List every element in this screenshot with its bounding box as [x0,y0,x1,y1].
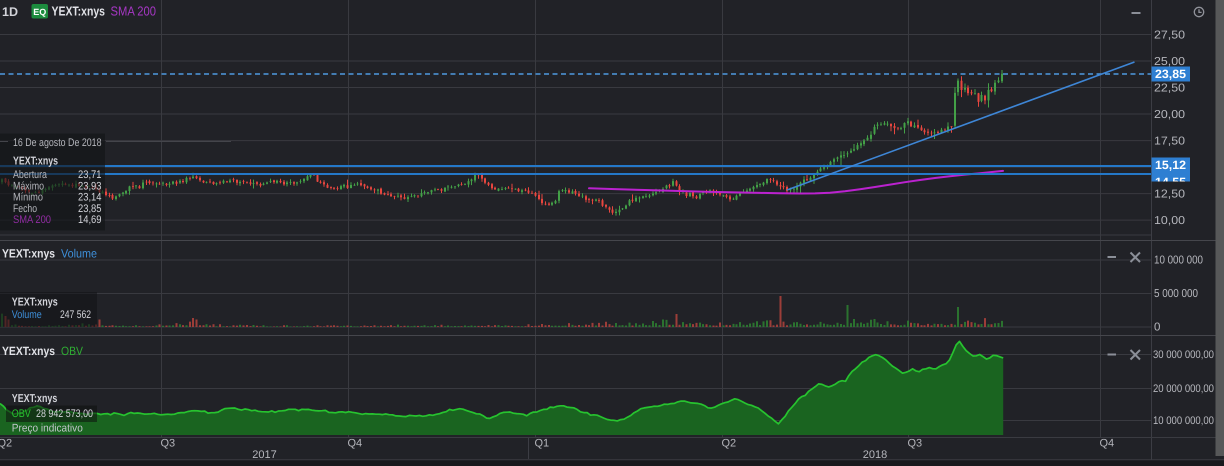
svg-text:EQ: EQ [33,7,46,17]
svg-text:Q3: Q3 [161,438,176,450]
svg-text:23,85: 23,85 [1155,67,1186,81]
svg-text:Volume: Volume [61,247,97,261]
svg-text:15,12: 15,12 [1155,158,1186,172]
svg-text:14,55: 14,55 [1155,175,1186,189]
svg-text:Máximo: Máximo [13,180,44,192]
svg-text:OBV: OBV [12,408,32,420]
svg-text:23,14: 23,14 [78,192,102,204]
svg-text:22,50: 22,50 [1154,83,1185,95]
svg-text:20 000 000,00: 20 000 000,00 [1153,383,1214,395]
svg-text:YEXT:xnys: YEXT:xnys [52,4,106,19]
svg-text:23,71: 23,71 [78,169,102,181]
svg-text:10 000 000: 10 000 000 [1154,255,1203,267]
svg-text:2018: 2018 [863,449,887,461]
svg-text:23,85: 23,85 [78,203,102,215]
svg-text:5 000 000: 5 000 000 [1154,288,1198,300]
svg-text:23,93: 23,93 [78,180,102,192]
svg-text:Abertura: Abertura [13,169,48,181]
svg-text:YEXT:xnys: YEXT:xnys [13,156,58,168]
svg-text:SMA 200: SMA 200 [13,214,51,226]
svg-text:Fecho: Fecho [13,203,37,215]
svg-text:30 000 000,00: 30 000 000,00 [1153,349,1214,361]
svg-text:Q4: Q4 [348,438,363,450]
svg-text:Volume: Volume [12,309,42,321]
svg-text:25,00: 25,00 [1154,56,1185,68]
svg-text:Mínimo: Mínimo [13,192,43,204]
svg-text:1D: 1D [2,5,18,19]
svg-text:20,00: 20,00 [1154,109,1185,121]
svg-text:28 942 573,00: 28 942 573,00 [36,408,93,420]
svg-text:Q2: Q2 [722,438,737,450]
svg-text:SMA 200: SMA 200 [111,4,157,19]
svg-text:10 000 000,00: 10 000 000,00 [1153,415,1214,427]
svg-text:OBV: OBV [61,344,83,358]
svg-text:YEXT:xnys: YEXT:xnys [2,344,55,358]
svg-text:YEXT:xnys: YEXT:xnys [12,297,58,309]
svg-text:12,50: 12,50 [1154,189,1185,201]
svg-text:247 562: 247 562 [60,309,91,321]
svg-text:0: 0 [1154,322,1160,334]
svg-text:14,69: 14,69 [78,214,102,226]
svg-text:2017: 2017 [252,449,276,461]
svg-text:16 De agosto De 2018: 16 De agosto De 2018 [13,137,102,149]
svg-text:YEXT:xnys: YEXT:xnys [12,393,58,405]
svg-text:Q4: Q4 [1100,438,1115,450]
svg-text:Q2: Q2 [0,438,12,450]
svg-text:Q3: Q3 [908,438,923,450]
svg-text:Q1: Q1 [535,438,550,450]
svg-text:10,00: 10,00 [1154,215,1185,227]
svg-text:YEXT:xnys: YEXT:xnys [2,247,55,261]
svg-text:17,50: 17,50 [1154,136,1185,148]
svg-text:27,50: 27,50 [1154,30,1185,42]
svg-text:Preço indicativo: Preço indicativo [12,423,83,435]
